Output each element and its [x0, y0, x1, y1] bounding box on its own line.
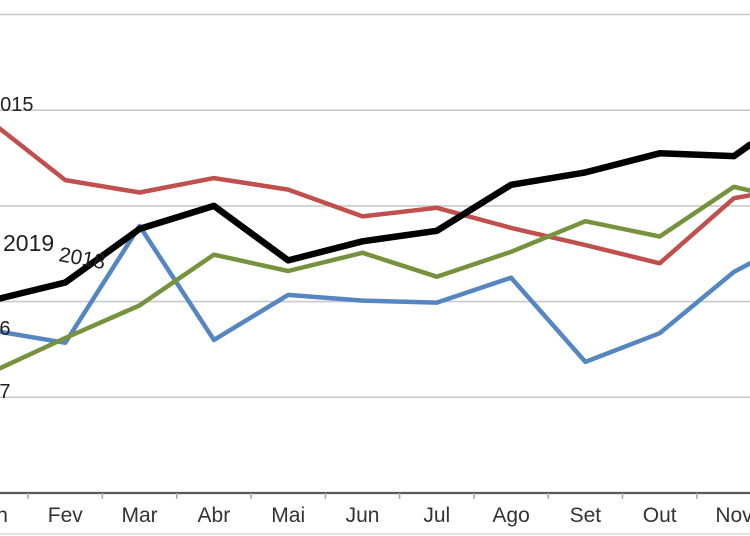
series-line-2016: [0, 223, 750, 365]
x-axis-label-fev: Fev: [48, 504, 84, 527]
series-line-2015: [0, 125, 750, 266]
x-axis-label-jul: Jul: [423, 504, 450, 527]
series-label-2018: 2018: [57, 243, 107, 274]
x-axis-label-abr: Abr: [198, 504, 231, 527]
x-axis-label-mai: Mai: [271, 504, 305, 527]
x-axis-label-nov: Nov: [715, 504, 750, 527]
x-axis-label-mar: Mar: [122, 504, 158, 527]
series-line-2019: [0, 141, 750, 302]
series-label-2015: 2015: [0, 94, 34, 116]
x-axis-label-ago: Ago: [492, 504, 529, 527]
x-axis-label-set: Set: [570, 504, 602, 527]
series-label-2016: 2016: [0, 318, 11, 340]
x-axis-label-jan: Jan: [0, 504, 8, 527]
series-label-2019: 2019: [3, 230, 54, 256]
x-axis-label-out: Out: [643, 504, 677, 527]
series-line-2017: [0, 184, 750, 371]
x-axis-label-jun: Jun: [346, 504, 380, 527]
series-label-2017: 2017: [0, 381, 11, 403]
